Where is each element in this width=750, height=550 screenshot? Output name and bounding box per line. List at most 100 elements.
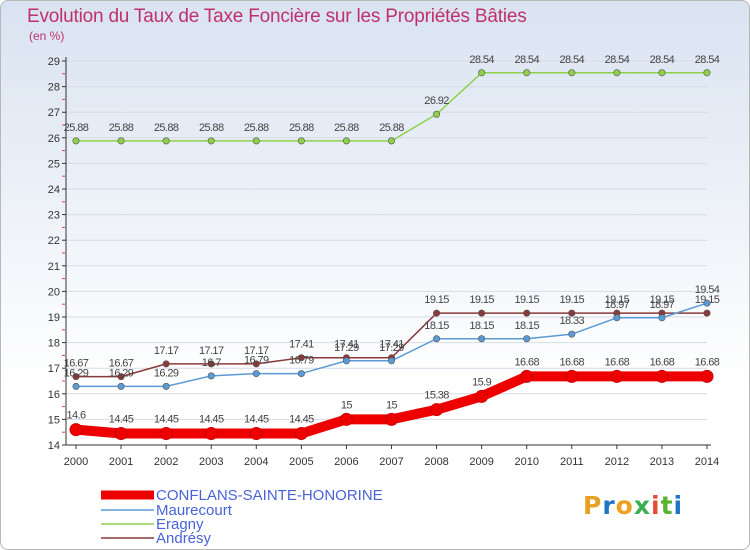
- data-label: 16.68: [560, 356, 585, 368]
- logo-letter: t: [660, 491, 674, 520]
- data-point: [207, 372, 215, 380]
- data-label: 25.88: [334, 122, 359, 134]
- data-point: [433, 110, 441, 118]
- data-point: [703, 309, 711, 317]
- data-label: 19.15: [650, 294, 675, 306]
- x-tick-label: 2011: [560, 456, 584, 468]
- data-point: [387, 137, 395, 145]
- y-tick-label: 28: [48, 82, 60, 94]
- data-point: [478, 335, 486, 343]
- data-label: 28.54: [514, 54, 539, 66]
- data-point: [523, 309, 531, 317]
- data-label: 14.45: [109, 413, 134, 425]
- data-label: 14.45: [244, 413, 269, 425]
- data-point: [610, 369, 624, 383]
- data-label: 28.54: [650, 54, 675, 66]
- data-point: [117, 382, 125, 390]
- data-point: [249, 426, 263, 440]
- y-tick-label: 26: [48, 133, 60, 145]
- series-eragny: 25.88 25.88 25.88 25.88 25.88 25.88 25.88 25.88…: [64, 54, 720, 145]
- data-label: 19.15: [469, 294, 494, 306]
- data-point: [655, 369, 669, 383]
- x-tick-label: 2010: [514, 456, 538, 468]
- x-tick-label: 2005: [289, 456, 313, 468]
- data-label: 14.6: [66, 410, 85, 422]
- data-point: [204, 426, 218, 440]
- y-tick-label: 14: [48, 440, 60, 452]
- data-point: [207, 137, 215, 145]
- x-tick-label: 2004: [244, 456, 268, 468]
- data-point: [478, 69, 486, 77]
- data-label: 15: [386, 399, 398, 411]
- x-tick-label: 2008: [424, 456, 448, 468]
- data-label: 28.54: [695, 54, 720, 66]
- data-label: 16.68: [650, 356, 675, 368]
- data-label: 17.17: [244, 345, 269, 357]
- data-label: 16.7: [202, 357, 221, 369]
- x-tick-label: 2012: [605, 456, 629, 468]
- data-label: 19.15: [514, 294, 539, 306]
- series-andr-sy: 16.67 16.67 17.17 17.17 17.17 17.41 17.41 17.41…: [64, 294, 720, 381]
- data-label: 25.88: [379, 122, 404, 134]
- data-point: [387, 357, 395, 365]
- data-label: 17.41: [379, 339, 404, 351]
- y-tick-label: 25: [48, 158, 60, 170]
- logo-letter: x: [633, 491, 651, 520]
- logo-letter: P: [583, 491, 603, 520]
- data-label: 16.79: [244, 355, 269, 367]
- data-label: 18.15: [514, 320, 539, 332]
- series-conflans-sainte-honorine: 14.6 14.45 14.45 14.45 14.45 14.45 15 15 15.38 15…: [66, 356, 720, 440]
- y-tick-label: 23: [48, 210, 60, 222]
- data-point: [72, 137, 80, 145]
- data-point: [523, 69, 531, 77]
- data-point: [433, 335, 441, 343]
- data-point: [475, 389, 489, 403]
- data-point: [565, 369, 579, 383]
- data-label: 14.45: [199, 413, 224, 425]
- data-label: 18.15: [424, 320, 449, 332]
- data-label: 16.67: [109, 358, 134, 370]
- logo-letter: o: [615, 491, 634, 520]
- data-point: [520, 369, 534, 383]
- y-tick-label: 15: [48, 414, 60, 426]
- y-tick-label: 19: [48, 312, 60, 324]
- y-tick-label: 24: [48, 184, 60, 196]
- data-label: 19.15: [424, 294, 449, 306]
- data-label: 25.88: [154, 122, 179, 134]
- data-point: [252, 370, 260, 378]
- data-point: [703, 299, 711, 307]
- data-label: 28.54: [469, 54, 494, 66]
- data-point: [700, 369, 714, 383]
- legend-label: CONFLANS-SAINTE-HONORINE: [156, 487, 383, 504]
- data-label: 25.88: [109, 122, 134, 134]
- data-label: 17.29: [379, 342, 404, 354]
- data-label: 25.88: [244, 122, 269, 134]
- data-point: [613, 69, 621, 77]
- data-point: [658, 69, 666, 77]
- legend-label: Eragny: [156, 516, 204, 533]
- data-point: [430, 403, 444, 417]
- data-label: 16.29: [64, 367, 89, 379]
- data-point: [613, 314, 621, 322]
- data-label: 18.33: [560, 315, 585, 327]
- x-tick-label: 2014: [695, 456, 719, 468]
- data-label: 14.45: [289, 413, 314, 425]
- data-point: [568, 69, 576, 77]
- data-label: 18.15: [469, 320, 494, 332]
- data-label: 15: [341, 399, 353, 411]
- data-point: [523, 335, 531, 343]
- data-point: [207, 360, 215, 368]
- logo-letter: i: [651, 491, 661, 520]
- data-point: [294, 426, 308, 440]
- data-label: 26.92: [424, 95, 449, 107]
- data-point: [72, 373, 80, 381]
- data-point: [385, 412, 398, 426]
- data-point: [252, 360, 260, 368]
- data-label: 15.38: [424, 390, 449, 402]
- y-tick-label: 17: [48, 363, 60, 375]
- data-point: [117, 373, 125, 381]
- data-label: 16.68: [605, 356, 630, 368]
- data-point: [568, 330, 576, 338]
